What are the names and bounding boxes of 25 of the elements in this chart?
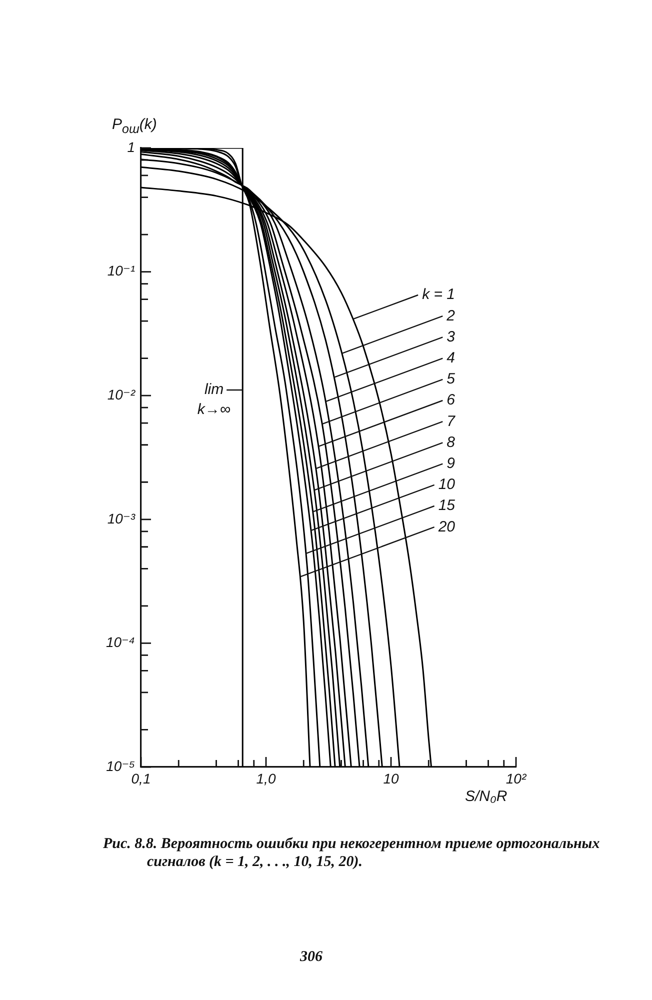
- y-tick-label: 1: [127, 138, 135, 155]
- text: 8: [446, 434, 456, 451]
- series-label: lim k→∞: [197, 381, 231, 418]
- text: 10: [438, 476, 456, 494]
- y-tick-label: 10⁻²: [107, 386, 136, 402]
- text: 4: [446, 349, 455, 366]
- text: 6: [446, 392, 456, 409]
- y-axis-title: P$_{ош}$(k): [112, 116, 157, 136]
- text: 7: [446, 412, 456, 430]
- text: 9: [446, 454, 456, 472]
- text: 3: [446, 328, 456, 346]
- x-tick-label: 1,0: [256, 770, 276, 786]
- y-tick-label: 10⁻¹: [107, 262, 136, 279]
- x-axis-title: S/N₀R: [465, 788, 508, 805]
- y-tick-label: 10⁻³: [107, 510, 136, 526]
- y-tick-label: 10⁻⁴: [106, 634, 135, 650]
- x-tick-label: 10: [383, 770, 399, 786]
- text: k = 1: [422, 286, 455, 304]
- text: 20: [437, 518, 456, 536]
- text: 5: [446, 370, 456, 388]
- text: 306: [300, 949, 324, 966]
- text: 2: [446, 307, 456, 324]
- text: 15: [438, 497, 456, 514]
- x-tick-label: 10²: [506, 770, 528, 786]
- text: Рис. 8.8. Вероятность ошибки при некогерентном приеме ортогональных сигналов (k = 1, 2, . . ., 10, 15, 20).: [103, 835, 601, 871]
